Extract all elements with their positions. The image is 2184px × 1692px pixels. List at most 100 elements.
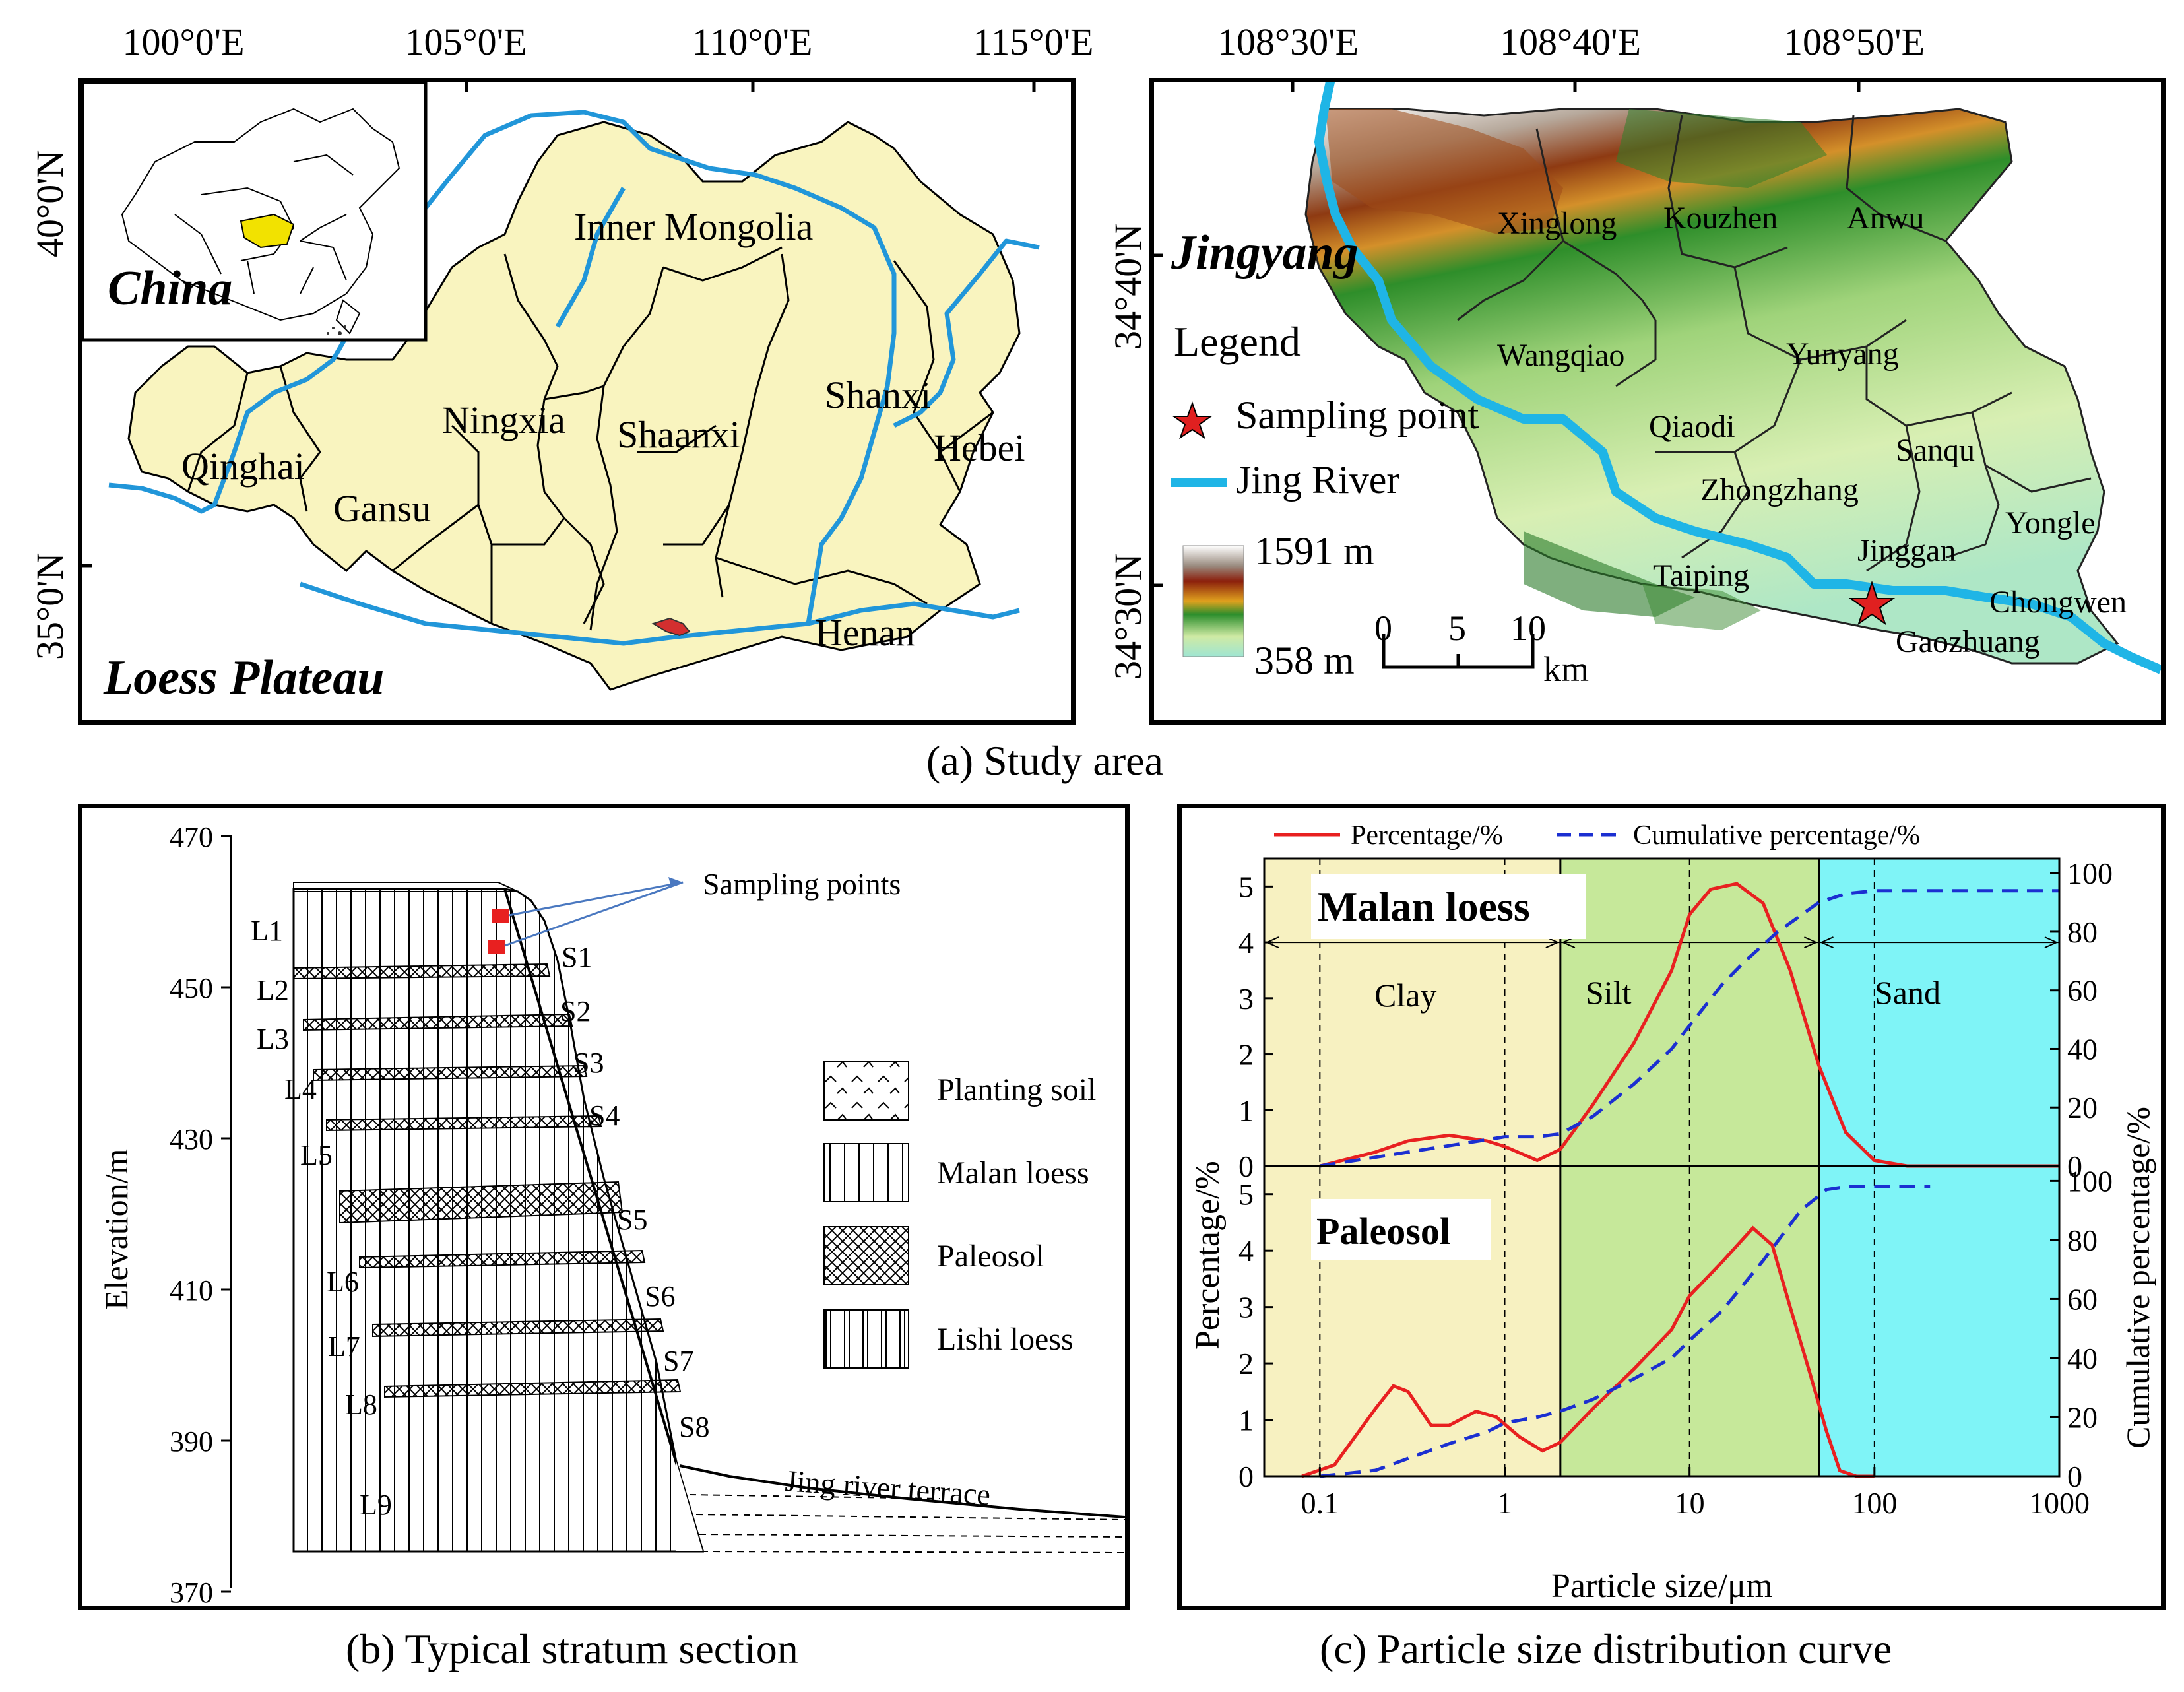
inset-plateau-highlight <box>240 213 295 249</box>
town-label: Zhongzhang <box>1700 472 1859 507</box>
elevation-max-label: 1591 m <box>1254 529 1374 573</box>
scale-bar <box>1382 634 1535 669</box>
panel-b-caption: (b) Typical stratum section <box>346 1625 798 1672</box>
zone-label-sand: Sand <box>1875 974 1941 1011</box>
malan-loess-title: Malan loess <box>1318 883 1530 930</box>
y-right-tick-label: 80 <box>2067 915 2098 949</box>
legend-lishi-loess: Lishi loess <box>937 1322 1074 1357</box>
lon-label: 105°0'E <box>404 20 527 63</box>
sampling-point-marker <box>488 940 505 954</box>
y-left-tick-label: 3 <box>1238 982 1254 1016</box>
paleosol-layer-label: S7 <box>663 1345 693 1377</box>
study-area-marker <box>651 617 691 637</box>
sampling-point-marker <box>492 909 509 923</box>
elevation-min-label: 358 m <box>1254 639 1355 682</box>
town-label: Jinggan <box>1857 533 1956 568</box>
y-left-tick-label: 2 <box>1238 1038 1254 1072</box>
paleosol-layer-label: S5 <box>617 1204 647 1236</box>
y-right-axis-label: Cumulative percentage/% <box>2119 1107 2156 1448</box>
elevation-tick-label: 370 <box>170 1577 213 1606</box>
province-label: Shaanxi <box>617 413 740 456</box>
y-right-tick-label: 0 <box>2067 1460 2082 1493</box>
province-label: Gansu <box>333 487 432 530</box>
percentage-series-line <box>1319 882 2059 1168</box>
town-label: Qiaodi <box>1649 409 1735 444</box>
town-label: Chongwen <box>1989 585 2127 620</box>
stratum-section-graphic: 470 450 430 410 390 370 <box>170 821 1125 1606</box>
paleosol-layer-label: S2 <box>560 995 591 1027</box>
stratum-legend <box>823 1061 909 1369</box>
legend-cumulative: Cumulative percentage/% <box>1633 820 1920 851</box>
paleosol-title: Paleosol <box>1316 1210 1450 1253</box>
elevation-colorbar <box>1182 545 1244 657</box>
loess-layer-label: L3 <box>257 1023 289 1055</box>
province-label: Henan <box>815 611 915 654</box>
town-label: Anwu <box>1847 201 1925 236</box>
x-tick-label: 0.1 <box>1301 1486 1339 1520</box>
loess-layer-label: L1 <box>251 915 283 947</box>
x-tick-label: 100 <box>1851 1486 1897 1520</box>
paleosol-layer-label: S1 <box>562 941 592 973</box>
lon-label: 100°0'E <box>122 20 245 63</box>
legend-title: Legend <box>1174 318 1301 365</box>
y-right-tick-label: 100 <box>2067 857 2113 890</box>
zone-arrowhead <box>1804 936 1818 949</box>
province-label: Inner Mongolia <box>574 205 814 248</box>
elevation-tick-label: 390 <box>170 1425 213 1458</box>
x-tick-label: 1 <box>1497 1486 1512 1520</box>
lat-label: 35°0'N <box>28 552 71 660</box>
legend-star <box>1171 401 1213 439</box>
y-right-tick-label: 60 <box>2067 974 2098 1008</box>
cumulative-series-line <box>1320 1185 1931 1478</box>
loess-plateau-title: Loess Plateau <box>104 651 385 705</box>
scale-tick-label: 0 <box>1374 608 1392 648</box>
y-right-tick-label: 20 <box>2067 1091 2098 1124</box>
lon-label: 108°50'E <box>1783 20 1925 63</box>
scale-tick-label: 10 <box>1510 608 1546 648</box>
loess-plateau-map: China Loess Plateau Inner Mongolia Ningx… <box>78 78 1076 725</box>
lon-label: 115°0'E <box>973 20 1094 63</box>
y-right-tick-label: 40 <box>2067 1342 2098 1375</box>
china-inset-frame <box>82 82 428 342</box>
china-inset-label: China <box>108 261 233 315</box>
y-right-tick-label: 40 <box>2067 1032 2098 1066</box>
y-left-tick-label: 0 <box>1238 1150 1254 1183</box>
loess-layer-label: L8 <box>345 1388 377 1421</box>
legend-planting-soil: Planting soil <box>937 1072 1096 1107</box>
paleosol-layer-label: S3 <box>573 1047 604 1079</box>
loess-layer-label: L2 <box>257 974 289 1006</box>
panel-a-caption: (a) Study area <box>926 737 1163 784</box>
y-left-tick-label: 0 <box>1238 1460 1254 1493</box>
legend-malan-loess: Malan loess <box>937 1155 1089 1190</box>
y-left-tick-label: 3 <box>1238 1291 1254 1324</box>
paleosol-layer-label: S6 <box>645 1280 675 1313</box>
town-label: Sanqu <box>1896 433 1975 468</box>
loess-layer-label: L4 <box>284 1073 317 1105</box>
town-label: Xinglong <box>1497 206 1617 241</box>
paleosol-layer-label: S8 <box>679 1411 709 1443</box>
y-left-tick-label: 4 <box>1238 1234 1254 1268</box>
elevation-tick-label: 430 <box>170 1123 213 1155</box>
town-label: Taiping <box>1653 558 1749 593</box>
loess-layer-label: L6 <box>327 1266 359 1298</box>
y-left-tick-label: 5 <box>1238 1178 1254 1212</box>
zone-label-silt: Silt <box>1586 974 1632 1011</box>
lon-label: 110°0'E <box>691 20 813 63</box>
percentage-series-line <box>1301 1225 1875 1478</box>
paleosol-title-box <box>1311 1199 1491 1260</box>
y-right-tick-label: 60 <box>2067 1282 2098 1316</box>
legend-percentage: Percentage/% <box>1351 820 1503 851</box>
y-left-tick-label: 4 <box>1238 926 1254 960</box>
x-tick-label: 10 <box>1675 1486 1705 1520</box>
panel-c-caption: (c) Particle size distribution curve <box>1320 1625 1892 1672</box>
y-right-tick-label: 0 <box>2067 1150 2082 1183</box>
scale-unit-label: km <box>1543 649 1590 689</box>
particle-size-panel: 0 1 2 3 4 5 0 20 40 60 80 100 0 1 2 3 4 5 0 20 40 60 80 100 0.1 1… <box>1177 804 2166 1610</box>
town-label: Yunyang <box>1786 337 1899 372</box>
clay-zone <box>1264 859 1560 1476</box>
terrace-label: Jing river terrace <box>784 1464 991 1512</box>
town-label: Wangqiao <box>1497 338 1625 373</box>
elevation-tick-label: 410 <box>170 1274 213 1307</box>
